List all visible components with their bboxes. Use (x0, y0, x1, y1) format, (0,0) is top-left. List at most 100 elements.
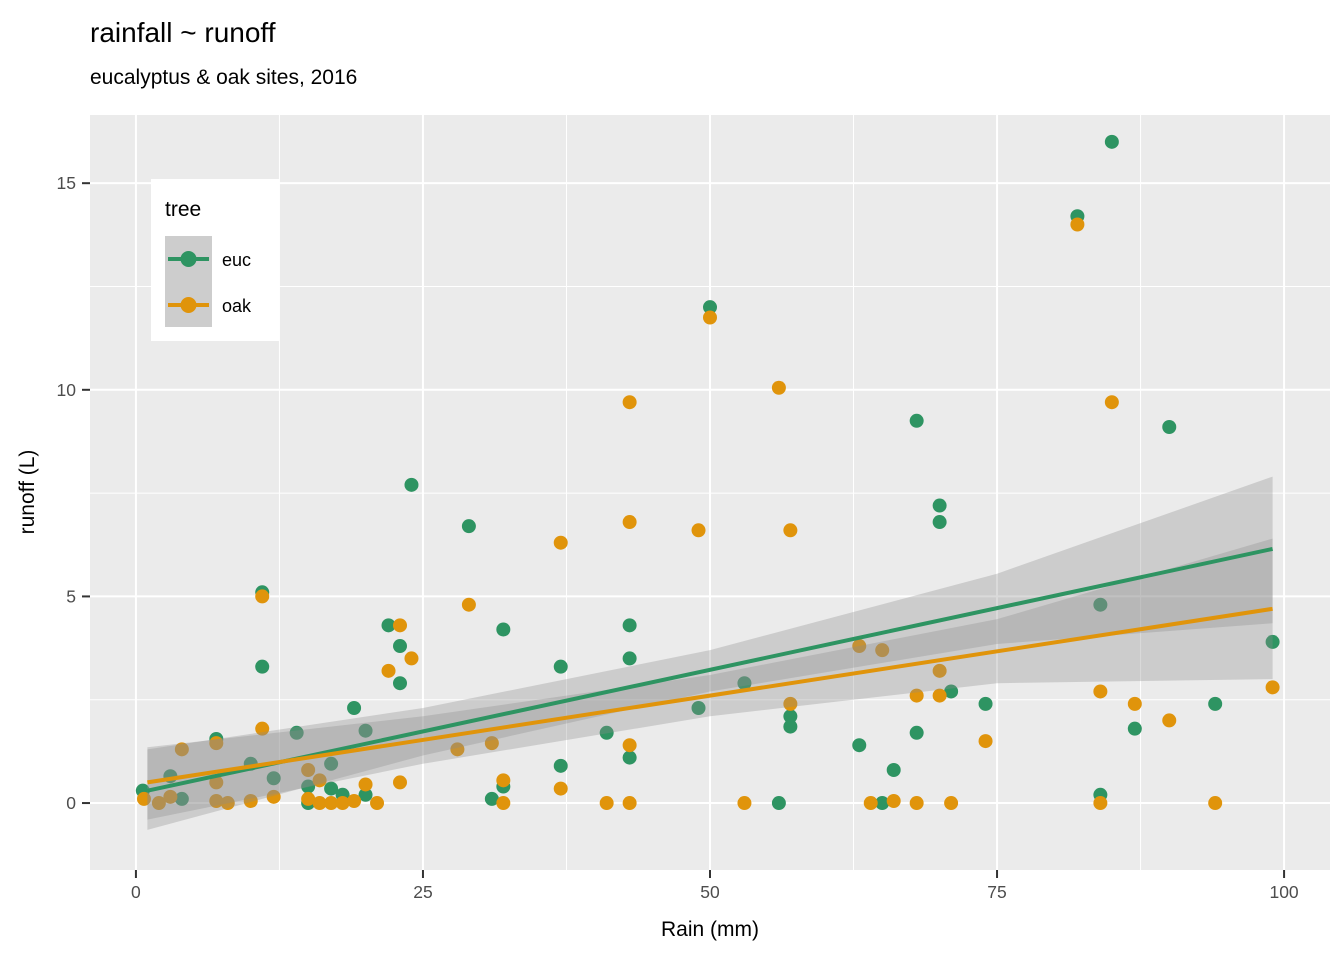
data-point-oak (393, 618, 407, 633)
data-point-oak (496, 796, 511, 811)
data-point-euc (622, 750, 637, 765)
data-point-oak (599, 796, 614, 811)
data-point-oak (1127, 696, 1142, 711)
data-point-oak (312, 796, 327, 811)
data-point-oak (301, 791, 316, 806)
data-point-euc (553, 758, 568, 773)
data-point-oak (404, 651, 419, 666)
data-point-oak (622, 395, 637, 410)
data-point-oak (622, 738, 637, 753)
data-point-euc (909, 413, 924, 428)
data-point-oak (886, 793, 901, 808)
data-point-euc (266, 771, 281, 786)
chart-subtitle: eucalyptus & oak sites, 2016 (90, 66, 357, 89)
data-point-oak (243, 793, 258, 808)
data-point-oak (1208, 796, 1223, 811)
data-point-oak (771, 380, 786, 395)
data-point-euc (301, 779, 316, 794)
data-point-oak (461, 597, 476, 612)
data-point-oak (1265, 680, 1280, 695)
data-point-oak (163, 789, 178, 804)
data-point-euc (393, 639, 407, 654)
data-point-euc (381, 618, 396, 633)
data-point-euc (255, 659, 270, 674)
data-point-euc (875, 796, 890, 811)
data-point-oak (553, 535, 568, 550)
legend-title: tree (165, 198, 201, 221)
legend-key-point-oak (180, 297, 197, 313)
data-point-oak (324, 796, 339, 811)
legend-entry-label-oak: oak (222, 296, 252, 316)
data-point-oak (978, 734, 993, 749)
data-point-euc (886, 762, 901, 777)
data-point-oak (255, 721, 270, 736)
y-tick-label: 15 (57, 173, 76, 193)
data-point-oak (484, 736, 499, 751)
data-point-oak (370, 796, 385, 811)
plot-panel (90, 115, 1330, 870)
data-point-oak (136, 791, 151, 806)
y-axis-title: runoff (L) (16, 450, 39, 535)
data-point-euc (1162, 420, 1177, 435)
data-point-oak (703, 310, 717, 325)
data-point-euc (783, 709, 798, 724)
data-point-oak (1093, 796, 1108, 811)
legend-entry-label-euc: euc (222, 250, 251, 270)
data-point-euc (1127, 721, 1142, 736)
data-point-oak (875, 643, 890, 658)
x-tick-label: 25 (413, 882, 432, 902)
data-point-oak (783, 523, 798, 538)
data-point-oak (783, 696, 798, 711)
data-point-euc (622, 618, 637, 633)
data-point-oak (381, 663, 396, 678)
data-point-oak (932, 688, 947, 703)
data-point-euc (553, 659, 568, 674)
trend-line-euc (146, 546, 1274, 793)
data-point-oak (209, 736, 224, 751)
data-point-euc (324, 756, 339, 771)
data-point-oak (312, 773, 327, 788)
data-point-oak (209, 775, 224, 790)
data-point-oak (301, 762, 316, 777)
data-point-euc (852, 738, 867, 753)
data-point-euc (978, 696, 993, 711)
data-point-euc (932, 498, 947, 513)
data-point-oak (944, 796, 959, 811)
confidence-ribbon-euc (147, 476, 1273, 830)
x-tick-label: 0 (131, 882, 141, 902)
data-point-euc (484, 791, 499, 806)
y-tick-label: 0 (66, 793, 76, 813)
data-point-oak (863, 796, 878, 811)
legend-key-point-euc (180, 251, 197, 267)
chart-title: rainfall ~ runoff (90, 17, 276, 48)
confidence-ribbon-oak (147, 538, 1273, 820)
data-point-oak (622, 515, 637, 530)
data-point-oak (255, 589, 270, 604)
data-point-oak (909, 796, 924, 811)
data-point-euc (358, 787, 373, 802)
data-point-oak (1093, 684, 1108, 699)
x-tick-label: 75 (987, 882, 1006, 902)
legend: tree euc oak (151, 179, 279, 341)
data-point-oak (737, 796, 752, 811)
data-point-euc (909, 725, 924, 740)
trend-line-oak (147, 606, 1273, 785)
y-tick-label: 5 (66, 586, 76, 606)
data-point-oak (335, 796, 350, 811)
data-point-euc (1208, 696, 1223, 711)
data-point-oak (151, 796, 166, 811)
data-point-oak (393, 775, 407, 790)
legend-key-background (165, 236, 212, 327)
series-points-euc (135, 134, 1280, 811)
axes: 0 25 50 75 100 0 5 10 15 (57, 173, 1299, 902)
data-point-oak (1162, 713, 1177, 728)
data-point-oak (220, 796, 235, 811)
data-point-oak (1104, 395, 1119, 410)
data-point-oak (691, 523, 706, 538)
x-tick-label: 50 (700, 882, 720, 902)
data-point-euc (324, 781, 339, 796)
data-point-euc (771, 796, 786, 811)
data-point-euc (289, 725, 304, 740)
